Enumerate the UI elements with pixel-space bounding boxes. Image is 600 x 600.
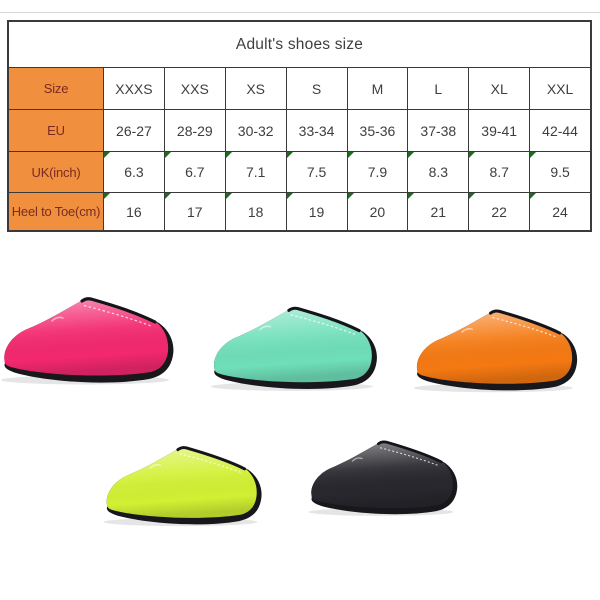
shoe-shine (416, 311, 573, 384)
uk-inch-cell: 6.7 (163, 151, 225, 192)
shoe-collar (287, 306, 361, 333)
shoe-shine (4, 298, 169, 376)
eu-range-cell: 26-27 (103, 109, 164, 151)
uk-inch-cell: 9.5 (529, 151, 590, 192)
heel-toe-cell: 24 (529, 192, 590, 230)
water-shoe-black (305, 430, 469, 516)
water-shoe-fluorescent-green (100, 435, 274, 527)
comment-marker-icon (104, 152, 110, 158)
shoe-shine (214, 308, 372, 383)
uk-inch-cell: 7.5 (285, 151, 347, 192)
row-label-size: Size (9, 67, 103, 109)
comment-marker-icon (469, 193, 476, 199)
uk-inch-cell: 8.3 (407, 151, 469, 192)
eu-range-cell: 33-34 (285, 109, 347, 151)
size-name-cell: L (407, 67, 469, 109)
heel-toe-value: 17 (187, 203, 203, 220)
eu-range-cell: 30-32 (224, 109, 286, 151)
heel-toe-cell: 22 (468, 192, 530, 230)
brand-mark (461, 328, 474, 333)
heel-toe-value: 24 (552, 203, 568, 220)
uk-inch-value: 6.7 (185, 164, 205, 180)
uk-inch-cell: 8.7 (468, 151, 530, 192)
comment-marker-icon (530, 193, 537, 199)
sheet-gridline (0, 12, 600, 13)
row-label-eu: EU (9, 109, 103, 151)
size-name-cell: M (346, 67, 408, 109)
comment-marker-icon (225, 193, 232, 199)
heel-toe-value: 21 (430, 203, 447, 220)
shoe-shine (311, 441, 453, 509)
comment-marker-icon (469, 152, 476, 158)
uk-inch-cell: 7.1 (224, 151, 286, 192)
brand-mark (351, 457, 363, 462)
collar-stitch (379, 447, 439, 466)
heel-toe-value: 22 (491, 203, 507, 220)
comment-marker-icon (347, 193, 354, 199)
heel-toe-cell: 21 (407, 192, 469, 230)
shoe-collar (489, 309, 562, 335)
comment-marker-icon (530, 152, 537, 158)
eu-range-cell: 42-44 (529, 109, 590, 151)
eu-range-cell: 35-36 (346, 109, 408, 151)
shoe-shine (106, 447, 257, 518)
heel-toe-cell: 20 (346, 192, 408, 230)
heel-toe-cell: 17 (163, 192, 225, 230)
comment-marker-icon (286, 152, 293, 158)
brand-mark (51, 316, 64, 322)
row-label-uk-inch: UK(inch) (9, 151, 103, 192)
heel-toe-value: 16 (126, 203, 142, 220)
water-shoe-rose-red (0, 285, 187, 385)
eu-range-cell: 28-29 (163, 109, 225, 151)
heel-toe-value: 18 (247, 203, 264, 220)
uk-inch-cell: 6.3 (103, 151, 164, 192)
shoe-collar (376, 440, 443, 464)
size-name-cell: S (285, 67, 347, 109)
shoe-collar (80, 297, 157, 324)
collar-stitch (290, 314, 356, 336)
brand-mark (149, 464, 162, 469)
shoe-collar (176, 446, 247, 471)
uk-inch-value: 6.3 (124, 164, 144, 180)
size-name-cell: XL (468, 67, 530, 109)
size-name-cell: XS (224, 67, 286, 109)
collar-stitch (179, 453, 242, 474)
eu-range-cell: 39-41 (468, 109, 530, 151)
brand-mark (259, 325, 272, 331)
uk-inch-value: 8.3 (428, 164, 449, 180)
water-shoe-orange (410, 298, 590, 393)
uk-inch-cell: 7.9 (346, 151, 408, 192)
collar-stitch (83, 304, 152, 327)
heel-toe-cell: 18 (224, 192, 286, 230)
size-name-cell: XXXS (103, 67, 164, 109)
size-name-cell: XXS (163, 67, 225, 109)
comment-marker-icon (164, 152, 171, 158)
uk-inch-value: 7.1 (245, 164, 266, 180)
comment-marker-icon (225, 152, 232, 158)
comment-marker-icon (347, 152, 354, 158)
size-chart-title: Adult's shoes size (9, 22, 590, 67)
uk-inch-value: 8.7 (489, 164, 509, 180)
size-name-cell: XXL (529, 67, 590, 109)
size-chart-table: Adult's shoes size Size XXXS XXS XS S M … (7, 20, 592, 232)
uk-inch-value: 7.9 (367, 164, 388, 180)
heel-toe-value: 19 (308, 203, 325, 220)
collar-stitch (492, 316, 557, 338)
heel-toe-value: 20 (369, 203, 386, 220)
water-shoe-mint-green (207, 295, 390, 391)
uk-inch-value: 9.5 (550, 164, 570, 180)
uk-inch-value: 7.5 (306, 164, 327, 180)
comment-marker-icon (286, 193, 293, 199)
row-label-heel-to-toe: Heel to Toe(cm) (9, 192, 103, 230)
comment-marker-icon (164, 193, 171, 199)
heel-toe-cell: 19 (285, 192, 347, 230)
comment-marker-icon (104, 193, 110, 199)
comment-marker-icon (408, 193, 415, 199)
heel-toe-cell: 16 (103, 192, 164, 230)
eu-range-cell: 37-38 (407, 109, 469, 151)
comment-marker-icon (408, 152, 415, 158)
